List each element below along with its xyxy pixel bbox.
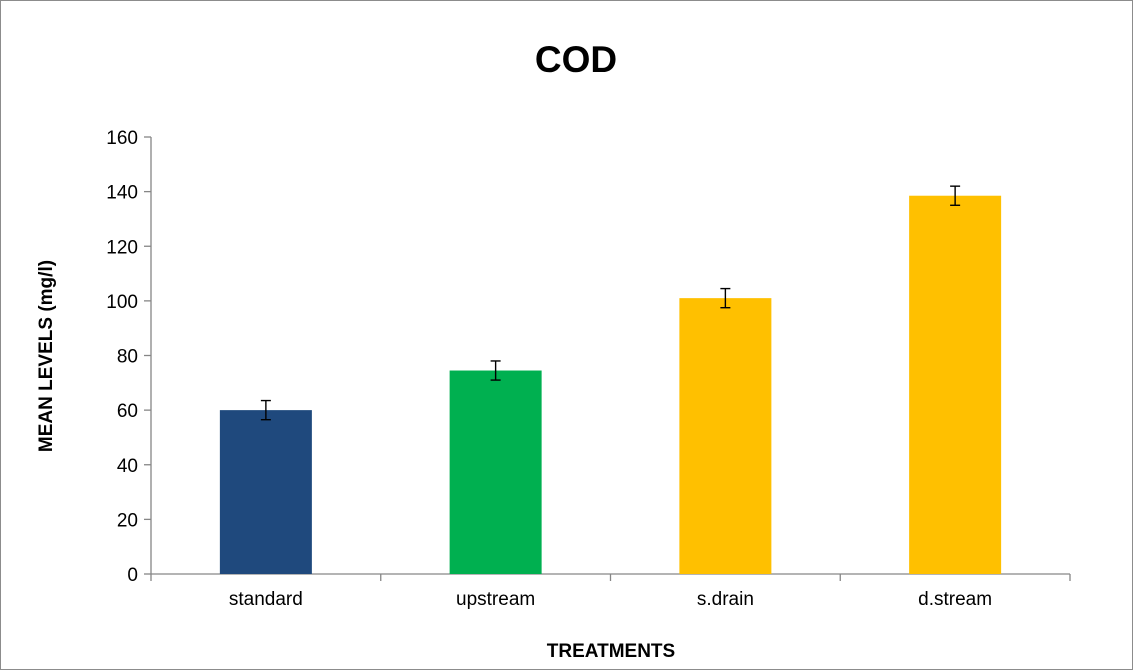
plot-area: 0 20 40 60 80 100 120 140 160 standard upstream s.d… bbox=[106, 128, 1071, 610]
y-tick-label: 40 bbox=[117, 456, 138, 477]
y-tick-label: 80 bbox=[117, 347, 138, 368]
x-tick-label: s.drain bbox=[697, 589, 754, 610]
chart-title: COD bbox=[535, 39, 617, 80]
y-tick-label: 20 bbox=[117, 510, 138, 531]
y-tick-label: 160 bbox=[106, 128, 138, 149]
x-tick-label: standard bbox=[229, 589, 303, 610]
x-tick-label: upstream bbox=[456, 589, 535, 610]
y-tick-label: 0 bbox=[127, 565, 138, 586]
y-tick-label: 100 bbox=[106, 292, 138, 313]
y-tick-label: 60 bbox=[117, 401, 138, 422]
x-axis-title: TREATMENTS bbox=[547, 641, 675, 662]
x-tick-label: d.stream bbox=[918, 589, 992, 610]
bar bbox=[219, 410, 312, 574]
y-tick-label: 120 bbox=[106, 237, 138, 258]
bar bbox=[449, 370, 542, 574]
y-axis-title: MEAN LEVELS (mg/l) bbox=[36, 260, 57, 452]
bar bbox=[909, 195, 1002, 575]
y-tick-label: 140 bbox=[106, 183, 138, 204]
bar bbox=[679, 298, 772, 574]
